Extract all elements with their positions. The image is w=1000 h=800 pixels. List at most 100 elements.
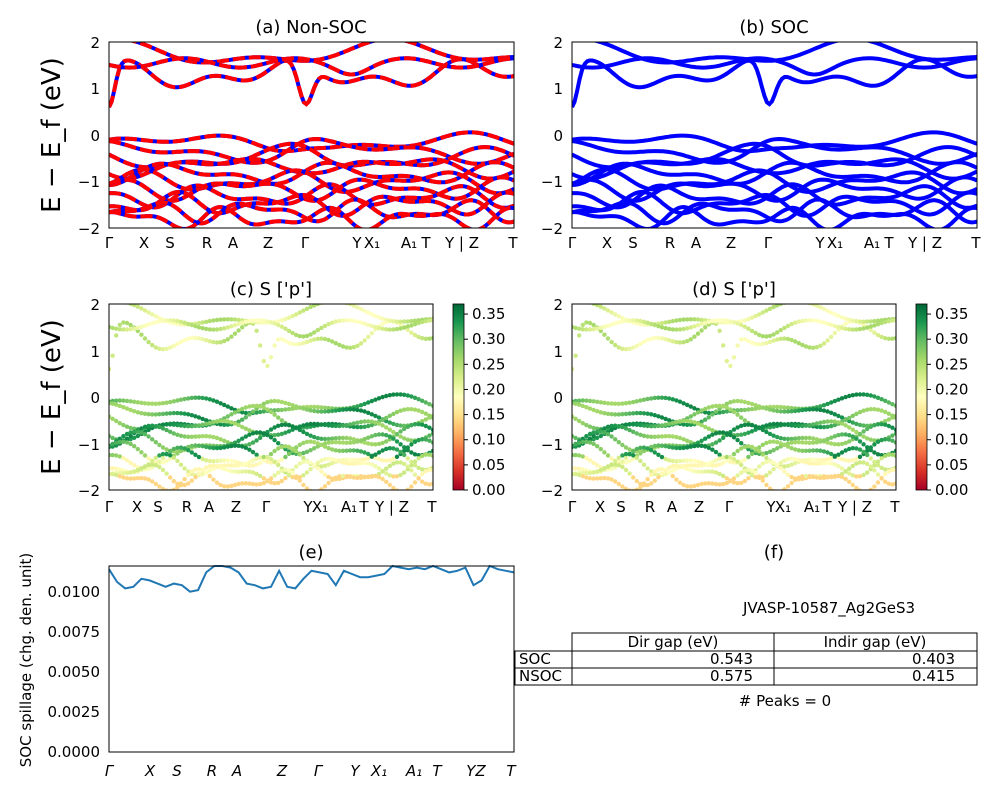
projected-band-point <box>821 341 827 346</box>
projected-band-point <box>757 445 762 450</box>
projected-band-point <box>595 304 600 308</box>
projected-band-point <box>699 321 704 327</box>
projected-band-point <box>728 432 733 438</box>
projected-band-point <box>222 458 227 463</box>
projected-band-point <box>236 438 241 443</box>
projected-band-point <box>146 456 151 461</box>
projected-band-point <box>573 325 578 331</box>
projected-band-point <box>168 411 173 416</box>
projected-band-point <box>602 430 607 435</box>
projected-band-point <box>157 412 162 417</box>
projected-band-point <box>362 457 367 462</box>
projected-band-point <box>254 438 259 443</box>
projected-band-point <box>128 441 133 447</box>
projected-band-point <box>685 466 690 472</box>
projected-band-point <box>710 460 715 465</box>
projected-band-point <box>254 318 259 323</box>
projected-band-point <box>340 423 346 428</box>
projected-band-point <box>286 429 292 434</box>
projected-band-point <box>153 463 158 468</box>
colorbar-tick-label: 0.25 <box>935 355 968 373</box>
projected-band-point <box>355 448 360 453</box>
projected-band-point <box>735 425 740 430</box>
projected-band-point <box>182 482 187 488</box>
projected-band-point <box>279 399 284 405</box>
projected-band-point <box>577 453 582 458</box>
projected-band-point <box>164 346 169 351</box>
ytick: 1 <box>553 343 563 361</box>
projected-band-point <box>789 474 794 480</box>
projected-band-point <box>699 443 704 448</box>
projected-band-point <box>886 336 891 341</box>
projected-band-point <box>272 425 277 430</box>
projected-band-point <box>225 317 230 322</box>
projected-band-point <box>742 324 747 329</box>
projected-band-point <box>623 422 629 427</box>
projected-band-point <box>391 456 396 462</box>
projected-band-point <box>312 446 317 451</box>
projected-band-point <box>620 346 625 351</box>
projected-band-point <box>243 445 248 450</box>
projected-band-point <box>757 449 762 454</box>
projected-band-point <box>742 422 747 428</box>
projected-band-point <box>250 440 256 445</box>
projected-band-point <box>656 475 661 480</box>
projected-band-point <box>735 412 740 417</box>
projected-band-point <box>821 408 827 413</box>
projected-band-point <box>839 474 845 480</box>
projected-band-point <box>721 343 726 348</box>
projected-band-point <box>412 322 418 327</box>
projected-band-point <box>250 318 256 323</box>
projected-band-point <box>243 481 248 486</box>
projected-band-point <box>308 332 313 337</box>
projected-band-point <box>713 431 719 436</box>
projected-band-point <box>893 427 896 433</box>
projected-band-point <box>250 449 256 455</box>
projected-band-point <box>785 472 791 477</box>
projected-band-point <box>427 452 432 457</box>
projected-band-point <box>710 463 715 468</box>
projected-band-point <box>890 318 895 323</box>
projected-band-point <box>279 422 284 428</box>
panel-a-xticks: Γ X S R A Z Γ Y X₁ A₁ T Y | Z T <box>105 234 519 252</box>
projected-band-point <box>376 457 382 462</box>
projected-band-point <box>839 432 845 437</box>
projected-band-point <box>204 470 209 475</box>
gap-table <box>514 632 978 686</box>
projected-band-point <box>214 419 220 424</box>
projected-band-point <box>272 321 277 326</box>
projected-band-point <box>330 299 334 303</box>
projected-band-point <box>821 438 827 443</box>
projected-band-point <box>638 410 643 416</box>
projected-band-point <box>753 403 758 408</box>
panel-b-xticks: Γ X S R A Z Γ Y X₁ A₁ T Y | Z T <box>568 234 982 252</box>
projected-band-point <box>681 340 686 345</box>
ytick: 0.0025 <box>48 703 101 721</box>
projected-band-point <box>218 482 223 488</box>
projected-band-point <box>767 439 773 444</box>
colorbar-tick-label: 0.20 <box>472 380 505 398</box>
projected-band-point <box>135 325 140 330</box>
projected-band-point <box>775 462 780 468</box>
projected-band-point <box>616 320 621 325</box>
projected-band-point <box>631 456 636 461</box>
projected-band-point <box>146 401 151 406</box>
projected-band-point <box>641 397 647 402</box>
panel-c-title: (c) S ['p'] <box>230 279 312 300</box>
projected-band-point <box>250 403 256 409</box>
projected-band-point <box>254 430 259 435</box>
projected-band-point <box>825 436 830 442</box>
projected-band-point <box>893 467 896 473</box>
projected-band-point <box>301 340 306 346</box>
projected-band-point <box>315 421 320 427</box>
projected-band-point <box>717 471 722 477</box>
projected-band-point <box>613 321 618 326</box>
projected-band-point <box>276 322 281 328</box>
projected-band-point <box>196 443 202 448</box>
projected-band-point <box>584 300 588 304</box>
projected-band-point <box>587 470 593 476</box>
projected-band-point <box>398 392 403 397</box>
projected-band-point <box>232 331 238 336</box>
projected-band-point <box>175 485 180 490</box>
projected-band-point <box>886 319 891 324</box>
